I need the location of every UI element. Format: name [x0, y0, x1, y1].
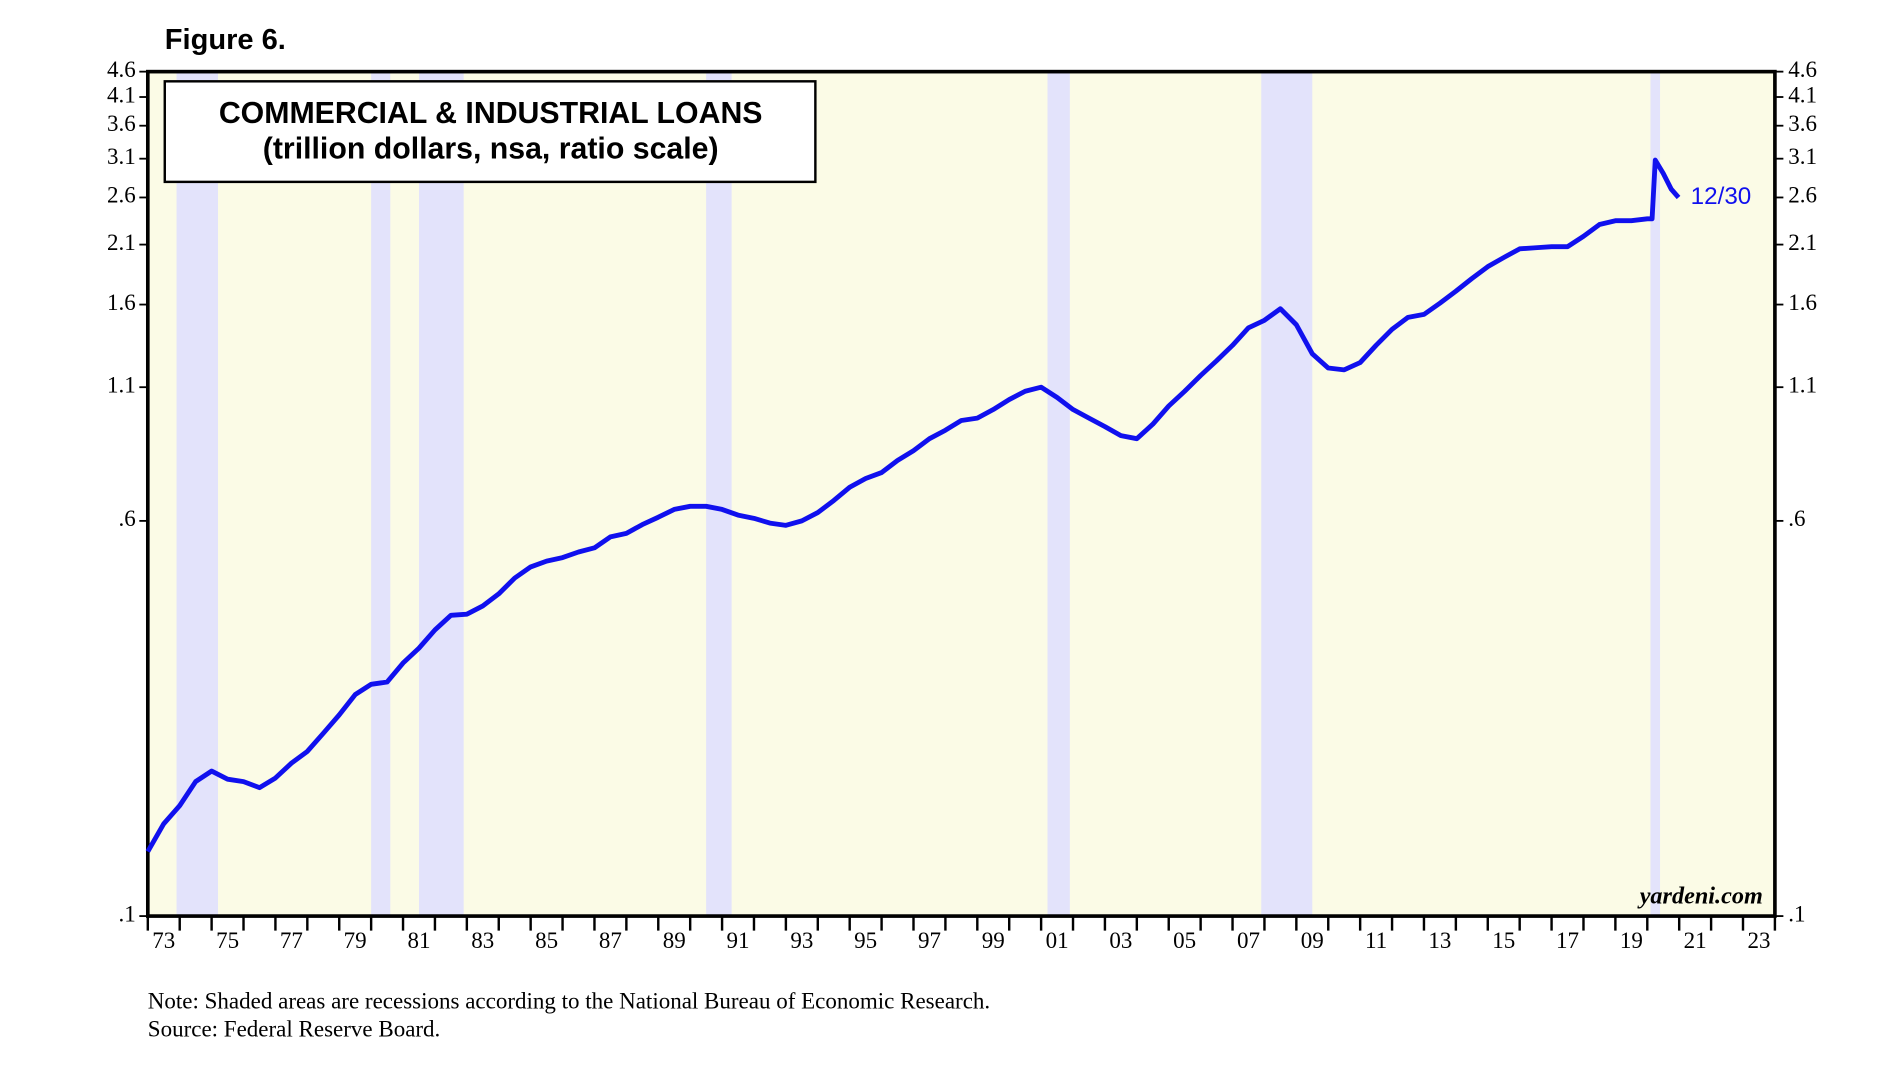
- chart-subtitle: (trillion dollars, nsa, ratio scale): [263, 132, 719, 165]
- y-tick-label: 1.6: [107, 289, 136, 315]
- y2-tick-label: .6: [1788, 505, 1805, 531]
- recession-band: [371, 71, 391, 917]
- x-tick-label: 99: [982, 927, 1005, 953]
- x-tick-label: 73: [152, 927, 175, 953]
- x-tick-label: 13: [1428, 927, 1451, 953]
- x-tick-label: 83: [471, 927, 494, 953]
- recession-band: [176, 71, 218, 917]
- y2-tick-label: 3.1: [1788, 143, 1817, 169]
- y-tick-label: 1.1: [107, 371, 136, 397]
- x-tick-label: 91: [727, 927, 750, 953]
- y-tick-label: 3.6: [107, 110, 136, 136]
- y-tick-label: 2.1: [107, 229, 136, 255]
- x-tick-label: 77: [280, 927, 303, 953]
- x-tick-label: 79: [344, 927, 367, 953]
- title-box: [163, 80, 817, 184]
- y-tick-label: .1: [118, 900, 135, 926]
- y-tick-label: 3.1: [107, 143, 136, 169]
- y2-tick-label: 1.1: [1788, 371, 1817, 397]
- x-tick-label: 11: [1365, 927, 1387, 953]
- end-annotation: 12/30: [1691, 183, 1752, 210]
- watermark: yardeni.com: [1637, 882, 1763, 909]
- x-tick-label: 21: [1684, 927, 1707, 953]
- figure-label: Figure 6.: [165, 24, 286, 56]
- chart-title: COMMERCIAL & INDUSTRIAL LOANS: [219, 97, 763, 130]
- y2-tick-label: 2.1: [1788, 229, 1817, 255]
- x-tick-label: 81: [407, 927, 430, 953]
- x-tick-label: 75: [216, 927, 239, 953]
- x-tick-label: 23: [1747, 927, 1770, 953]
- x-tick-label: 89: [663, 927, 686, 953]
- y-tick-label: 4.1: [107, 81, 136, 107]
- y2-tick-label: 4.6: [1788, 56, 1817, 82]
- x-tick-label: 87: [599, 927, 622, 953]
- x-tick-label: 01: [1046, 927, 1069, 953]
- plot-background: [147, 71, 1775, 917]
- y2-tick-label: 1.6: [1788, 289, 1817, 315]
- x-tick-label: 95: [854, 927, 877, 953]
- y2-tick-label: 4.1: [1788, 81, 1817, 107]
- y2-tick-label: 2.6: [1788, 182, 1817, 208]
- x-tick-label: 05: [1173, 927, 1196, 953]
- y-tick-label: 2.6: [107, 182, 136, 208]
- plot-frame: [145, 69, 1777, 918]
- recession-band: [1261, 71, 1313, 917]
- note: Note: Shaded areas are recessions accord…: [148, 988, 990, 1014]
- y-tick-label: 4.6: [107, 56, 136, 82]
- x-tick-label: 97: [918, 927, 941, 953]
- recession-band: [706, 71, 732, 917]
- data-line: [145, 157, 1681, 853]
- y2-tick-label: 3.6: [1788, 110, 1817, 136]
- x-tick-label: 03: [1109, 927, 1132, 953]
- recession-band: [418, 71, 464, 917]
- recession-band: [1650, 71, 1661, 917]
- x-tick-label: 17: [1556, 927, 1579, 953]
- x-tick-label: 07: [1237, 927, 1260, 953]
- x-tick-label: 15: [1492, 927, 1515, 953]
- x-tick-label: 09: [1301, 927, 1324, 953]
- y2-tick-label: .1: [1788, 900, 1805, 926]
- source: Source: Federal Reserve Board.: [148, 1015, 441, 1041]
- x-tick-label: 93: [790, 927, 813, 953]
- y-tick-label: .6: [118, 505, 135, 531]
- x-tick-label: 85: [535, 927, 558, 953]
- x-tick-label: 19: [1620, 927, 1643, 953]
- recession-band: [1047, 71, 1070, 917]
